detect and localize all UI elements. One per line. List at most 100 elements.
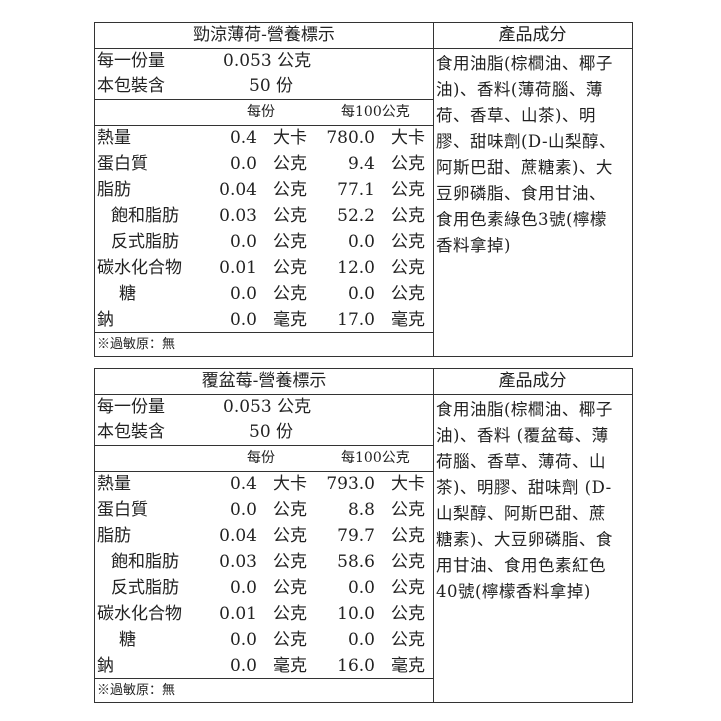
per-100g-value: 58.6 <box>337 552 375 572</box>
per-serving-unit: 公克 <box>273 232 307 252</box>
serving-size-row: 每一份量 0.053 公克 <box>95 49 433 74</box>
ingredients-line: 香料拿掉) <box>436 236 511 255</box>
serving-size-label: 每一份量 <box>97 51 165 71</box>
nutrient-name: 鈉 <box>97 310 114 330</box>
per-100g-value: 9.4 <box>347 154 375 174</box>
per-serving-value: 0.0 <box>229 578 257 598</box>
per-100g-header: 每100公克 <box>341 104 410 120</box>
ingredients-line: 油)、香料(薄荷腦、薄 <box>436 80 603 99</box>
per-100g-value: 0.0 <box>347 284 375 304</box>
allergen-note: ※過敏原：無 <box>95 332 433 356</box>
nutrition-title: 覆盆莓-營養標示 <box>95 369 433 395</box>
nutrient-name: 碳水化合物 <box>97 604 182 624</box>
per-serving-value: 0.0 <box>229 232 257 252</box>
nutrient-row: 飽和脂肪 0.03 公克 58.6 公克 <box>95 549 433 575</box>
nutrient-row: 反式脂肪 0.0 公克 0.0 公克 <box>95 229 433 255</box>
ingredients-line: 油)、香料 (覆盆莓、薄 <box>436 426 609 445</box>
per-100g-value: 10.0 <box>337 604 375 624</box>
nutrient-name: 熱量 <box>97 474 131 494</box>
nutrient-row: 碳水化合物 0.01 公克 12.0 公克 <box>95 255 433 281</box>
ingredients-line: 40號(檸檬香料拿掉) <box>436 582 591 601</box>
per-100g-value: 780.0 <box>326 128 375 148</box>
servings-label: 本包裝含 <box>97 422 165 442</box>
ingredients-title: 產品成分 <box>433 23 632 49</box>
nutrition-panel: 覆盆莓-營養標示 每一份量 0.053 公克 本包裝含 50 份 每份 每100… <box>94 368 633 703</box>
column-header: 每份 每100公克 <box>95 445 433 472</box>
servings-row: 本包裝含 50 份 <box>95 420 433 445</box>
servings-value: 50 份 <box>249 76 294 96</box>
per-serving-unit: 公克 <box>273 206 307 226</box>
per-serving-value: 0.03 <box>219 552 257 572</box>
per-serving-value: 0.04 <box>219 526 257 546</box>
per-serving-value: 0.0 <box>229 154 257 174</box>
per-serving-header: 每份 <box>247 450 275 466</box>
per-serving-header: 每份 <box>247 104 275 120</box>
per-100g-unit: 公克 <box>391 206 425 226</box>
nutrient-name: 蛋白質 <box>97 154 148 174</box>
ingredients-line: 豆卵磷脂、食用甘油、 <box>436 184 606 203</box>
per-100g-unit: 公克 <box>391 258 425 278</box>
nutrient-row: 糖 0.0 公克 0.0 公克 <box>95 281 433 307</box>
nutrient-name: 脂肪 <box>97 526 131 546</box>
per-serving-unit: 公克 <box>273 578 307 598</box>
per-100g-value: 0.0 <box>347 630 375 650</box>
ingredients-line: 糖素)、大豆卵磷脂、食 <box>436 530 613 549</box>
servings-row: 本包裝含 50 份 <box>95 74 433 99</box>
servings-value: 50 份 <box>249 422 294 442</box>
nutrient-row: 熱量 0.4 大卡 780.0 大卡 <box>95 125 433 151</box>
nutrient-row: 鈉 0.0 毫克 17.0 毫克 <box>95 307 433 333</box>
ingredients: 產品成分 食用油脂(棕櫚油、椰子 油)、香料(薄荷腦、薄 荷、香草、山茶)、明膠、甜… <box>433 23 632 356</box>
per-serving-unit: 公克 <box>273 604 307 624</box>
nutrient-row: 脂肪 0.04 公克 79.7 公克 <box>95 523 433 549</box>
nutrition-title: 勁涼薄荷-營養標示 <box>95 23 433 49</box>
per-100g-unit: 公克 <box>391 578 425 598</box>
per-serving-value: 0.0 <box>229 284 257 304</box>
per-100g-header: 每100公克 <box>341 450 410 466</box>
nutrient-name: 反式脂肪 <box>111 578 179 598</box>
nutrient-name: 糖 <box>119 630 136 650</box>
per-serving-unit: 大卡 <box>273 474 307 494</box>
nutrient-row: 脂肪 0.04 公克 77.1 公克 <box>95 177 433 203</box>
per-serving-value: 0.4 <box>229 128 257 148</box>
ingredients-text: 食用油脂(棕櫚油、椰子 油)、香料(薄荷腦、薄 荷、香草、山茶)、明膠、甜味劑(D-… <box>436 51 616 259</box>
per-serving-value: 0.01 <box>219 258 257 278</box>
per-serving-unit: 公克 <box>273 500 307 520</box>
nutrient-name: 反式脂肪 <box>111 232 179 252</box>
serving-size-value: 0.053 公克 <box>223 397 312 417</box>
per-100g-unit: 公克 <box>391 500 425 520</box>
column-header: 每份 每100公克 <box>95 99 433 126</box>
nutrient-name: 碳水化合物 <box>97 258 182 278</box>
ingredients-line: 荷腦、香草、薄荷、山 <box>436 452 606 471</box>
ingredients-line: 食用油脂(棕櫚油、椰子 <box>436 54 613 73</box>
per-serving-unit: 公克 <box>273 526 307 546</box>
nutrient-name: 飽和脂肪 <box>111 206 179 226</box>
per-100g-unit: 公克 <box>391 180 425 200</box>
ingredients-line: 食用油脂(棕櫚油、椰子 <box>436 400 613 419</box>
nutrient-name: 飽和脂肪 <box>111 552 179 572</box>
ingredients-line: 茶)、明膠、甜味劑 (D- <box>436 478 612 497</box>
per-100g-unit: 公克 <box>391 604 425 624</box>
nutrient-name: 熱量 <box>97 128 131 148</box>
per-100g-value: 52.2 <box>337 206 375 226</box>
per-serving-unit: 公克 <box>273 284 307 304</box>
nutrient-name: 鈉 <box>97 656 114 676</box>
per-100g-value: 0.0 <box>347 578 375 598</box>
per-serving-value: 0.04 <box>219 180 257 200</box>
per-100g-value: 17.0 <box>337 310 375 330</box>
per-serving-unit: 毫克 <box>273 656 307 676</box>
ingredients-line: 荷、香草、山茶)、明 <box>436 106 596 125</box>
ingredients-line: 膠、甜味劑(D-山梨醇、 <box>436 132 617 151</box>
per-100g-unit: 毫克 <box>391 310 425 330</box>
nutrition-facts: 覆盆莓-營養標示 每一份量 0.053 公克 本包裝含 50 份 每份 每100… <box>95 369 434 702</box>
nutrient-row: 反式脂肪 0.0 公克 0.0 公克 <box>95 575 433 601</box>
per-100g-value: 79.7 <box>337 526 375 546</box>
ingredients-line: 食用色素綠色3號(檸檬 <box>436 210 607 229</box>
nutrient-row: 蛋白質 0.0 公克 9.4 公克 <box>95 151 433 177</box>
nutrient-row: 鈉 0.0 毫克 16.0 毫克 <box>95 653 433 679</box>
per-100g-unit: 公克 <box>391 552 425 572</box>
per-100g-value: 0.0 <box>347 232 375 252</box>
per-100g-unit: 公克 <box>391 526 425 546</box>
nutrition-facts: 勁涼薄荷-營養標示 每一份量 0.053 公克 本包裝含 50 份 每份 每10… <box>95 23 434 356</box>
per-100g-unit: 公克 <box>391 154 425 174</box>
per-serving-unit: 公克 <box>273 154 307 174</box>
